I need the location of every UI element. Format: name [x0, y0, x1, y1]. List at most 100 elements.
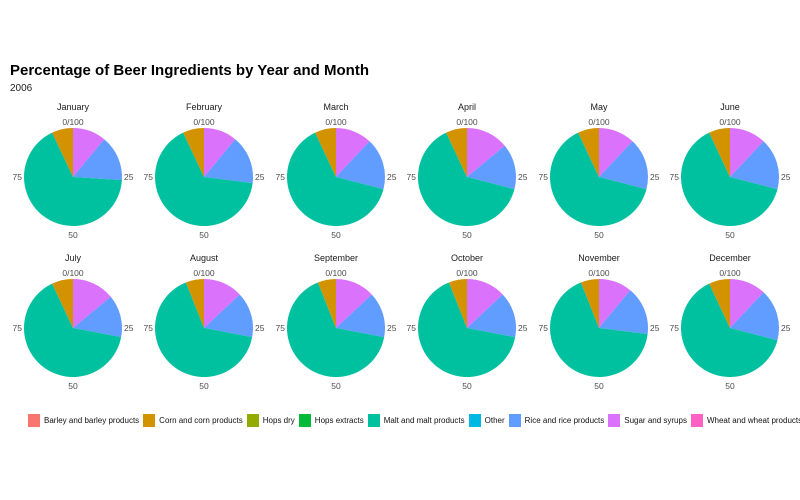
- tick-label: 50: [331, 230, 341, 240]
- pie-slice-corn-and-corn-products: [578, 128, 599, 177]
- pie-slice-sugar-and-syrups: [467, 279, 503, 328]
- tick-label: 25: [781, 172, 791, 182]
- pie-slice-corn-and-corn-products: [709, 128, 730, 177]
- pie-slice-sugar-and-syrups: [467, 128, 505, 177]
- legend-item-malt-and-malt-products: Malt and malt products: [367, 414, 465, 427]
- panel-title: December: [709, 253, 751, 263]
- tick-label: 25: [387, 172, 397, 182]
- legend-item-barley-and-barley-products: Barley and barley products: [28, 414, 139, 427]
- legend-swatch: [298, 414, 311, 427]
- panel-title: July: [65, 253, 82, 263]
- panel-title: February: [186, 102, 223, 112]
- legend-item-sugar-and-syrups: Sugar and syrups: [608, 414, 687, 427]
- panel-title: August: [190, 253, 219, 263]
- panel-title: May: [590, 102, 608, 112]
- tick-label: 50: [594, 381, 604, 391]
- pie-slice-sugar-and-syrups: [336, 128, 370, 177]
- tick-label: 75: [144, 323, 154, 333]
- tick-label: 25: [650, 323, 660, 333]
- pie-slice-rice-and-rice-products: [599, 141, 648, 190]
- pie-slice-rice-and-rice-products: [73, 139, 122, 181]
- pie-slice-corn-and-corn-products: [315, 128, 336, 177]
- tick-label: 75: [407, 172, 417, 182]
- legend-label: Rice and rice products: [524, 416, 605, 425]
- legend-label: Hops dry: [262, 416, 295, 425]
- pie-slice-malt-and-malt-products: [23, 283, 122, 377]
- tick-label: 25: [387, 323, 397, 333]
- tick-label: 0/100: [325, 117, 347, 127]
- pie-slice-sugar-and-syrups: [73, 279, 111, 328]
- tick-label: 75: [276, 172, 286, 182]
- pie-slice-malt-and-malt-products: [550, 132, 647, 226]
- tick-label: 50: [199, 230, 209, 240]
- panel-title: November: [578, 253, 620, 263]
- chart-title: Percentage of Beer Ingredients by Year a…: [10, 62, 369, 79]
- pie-slice-malt-and-malt-products: [418, 132, 515, 226]
- tick-label: 25: [518, 323, 528, 333]
- tick-label: 75: [670, 172, 680, 182]
- tick-label: 0/100: [719, 117, 741, 127]
- pie-slice-rice-and-rice-products: [730, 141, 779, 190]
- tick-label: 75: [539, 323, 549, 333]
- pie-slice-sugar-and-syrups: [204, 128, 236, 177]
- legend-swatch: [690, 414, 703, 427]
- tick-label: 75: [539, 172, 549, 182]
- tick-label: 0/100: [62, 117, 84, 127]
- legend-item-rice-and-rice-products: Rice and rice products: [508, 414, 605, 427]
- pie-slice-corn-and-corn-products: [580, 279, 599, 328]
- pie-slice-rice-and-rice-products: [336, 294, 385, 338]
- legend-swatch: [468, 414, 481, 427]
- pie-slice-corn-and-corn-products: [52, 279, 73, 328]
- tick-label: 25: [781, 323, 791, 333]
- pie-slice-malt-and-malt-products: [549, 282, 648, 377]
- pie-slice-sugar-and-syrups: [336, 279, 372, 328]
- pie-panels: January 0/100 25 50 75 February 0/100 25 50 75 Mar…: [13, 102, 791, 391]
- legend-swatch: [608, 414, 621, 427]
- tick-label: 75: [144, 172, 154, 182]
- legend-label: Hops extracts: [314, 416, 364, 425]
- pie-slice-malt-and-malt-products: [417, 282, 516, 377]
- tick-label: 25: [124, 323, 134, 333]
- pie-slice-corn-and-corn-products: [317, 279, 336, 328]
- legend-label: Corn and corn products: [159, 416, 243, 425]
- legend-swatch: [246, 414, 259, 427]
- tick-label: 75: [13, 323, 23, 333]
- tick-label: 25: [124, 172, 134, 182]
- legend-swatch: [143, 414, 156, 427]
- pie-slice-corn-and-corn-products: [183, 128, 204, 177]
- panel-title: October: [451, 253, 483, 263]
- tick-label: 50: [331, 381, 341, 391]
- pie-slice-malt-and-malt-products: [681, 132, 778, 226]
- tick-label: 0/100: [193, 117, 215, 127]
- legend-item-other: Other: [468, 414, 505, 427]
- chart-subtitle: 2006: [10, 83, 33, 94]
- legend-label: Malt and malt products: [383, 416, 465, 425]
- panel-title: June: [720, 102, 740, 112]
- panel-title: March: [323, 102, 348, 112]
- pie-slice-sugar-and-syrups: [204, 279, 240, 328]
- legend-item-hops-extracts: Hops extracts: [298, 414, 364, 427]
- legend-swatch: [367, 414, 380, 427]
- pie-slice-rice-and-rice-products: [73, 296, 122, 338]
- tick-label: 75: [13, 172, 23, 182]
- pie-slice-corn-and-corn-products: [185, 279, 204, 328]
- tick-label: 0/100: [193, 268, 215, 278]
- pie-slice-malt-and-malt-products: [286, 282, 385, 377]
- tick-label: 25: [518, 172, 528, 182]
- tick-label: 0/100: [456, 268, 478, 278]
- pie-slice-rice-and-rice-products: [467, 294, 516, 338]
- tick-label: 25: [255, 172, 265, 182]
- pie-slice-corn-and-corn-products: [448, 279, 467, 328]
- tick-label: 50: [725, 381, 735, 391]
- tick-label: 0/100: [588, 117, 610, 127]
- pie-slice-malt-and-malt-products: [154, 132, 253, 226]
- legend: Barley and barley products Corn and corn …: [28, 414, 800, 427]
- tick-label: 75: [407, 323, 417, 333]
- pie-slice-sugar-and-syrups: [73, 128, 105, 177]
- pie-slice-sugar-and-syrups: [599, 279, 631, 328]
- tick-label: 50: [199, 381, 209, 391]
- pie-slice-corn-and-corn-products: [709, 279, 730, 328]
- tick-label: 0/100: [62, 268, 84, 278]
- pie-slice-rice-and-rice-products: [204, 139, 253, 184]
- pie-slice-rice-and-rice-products: [730, 292, 779, 341]
